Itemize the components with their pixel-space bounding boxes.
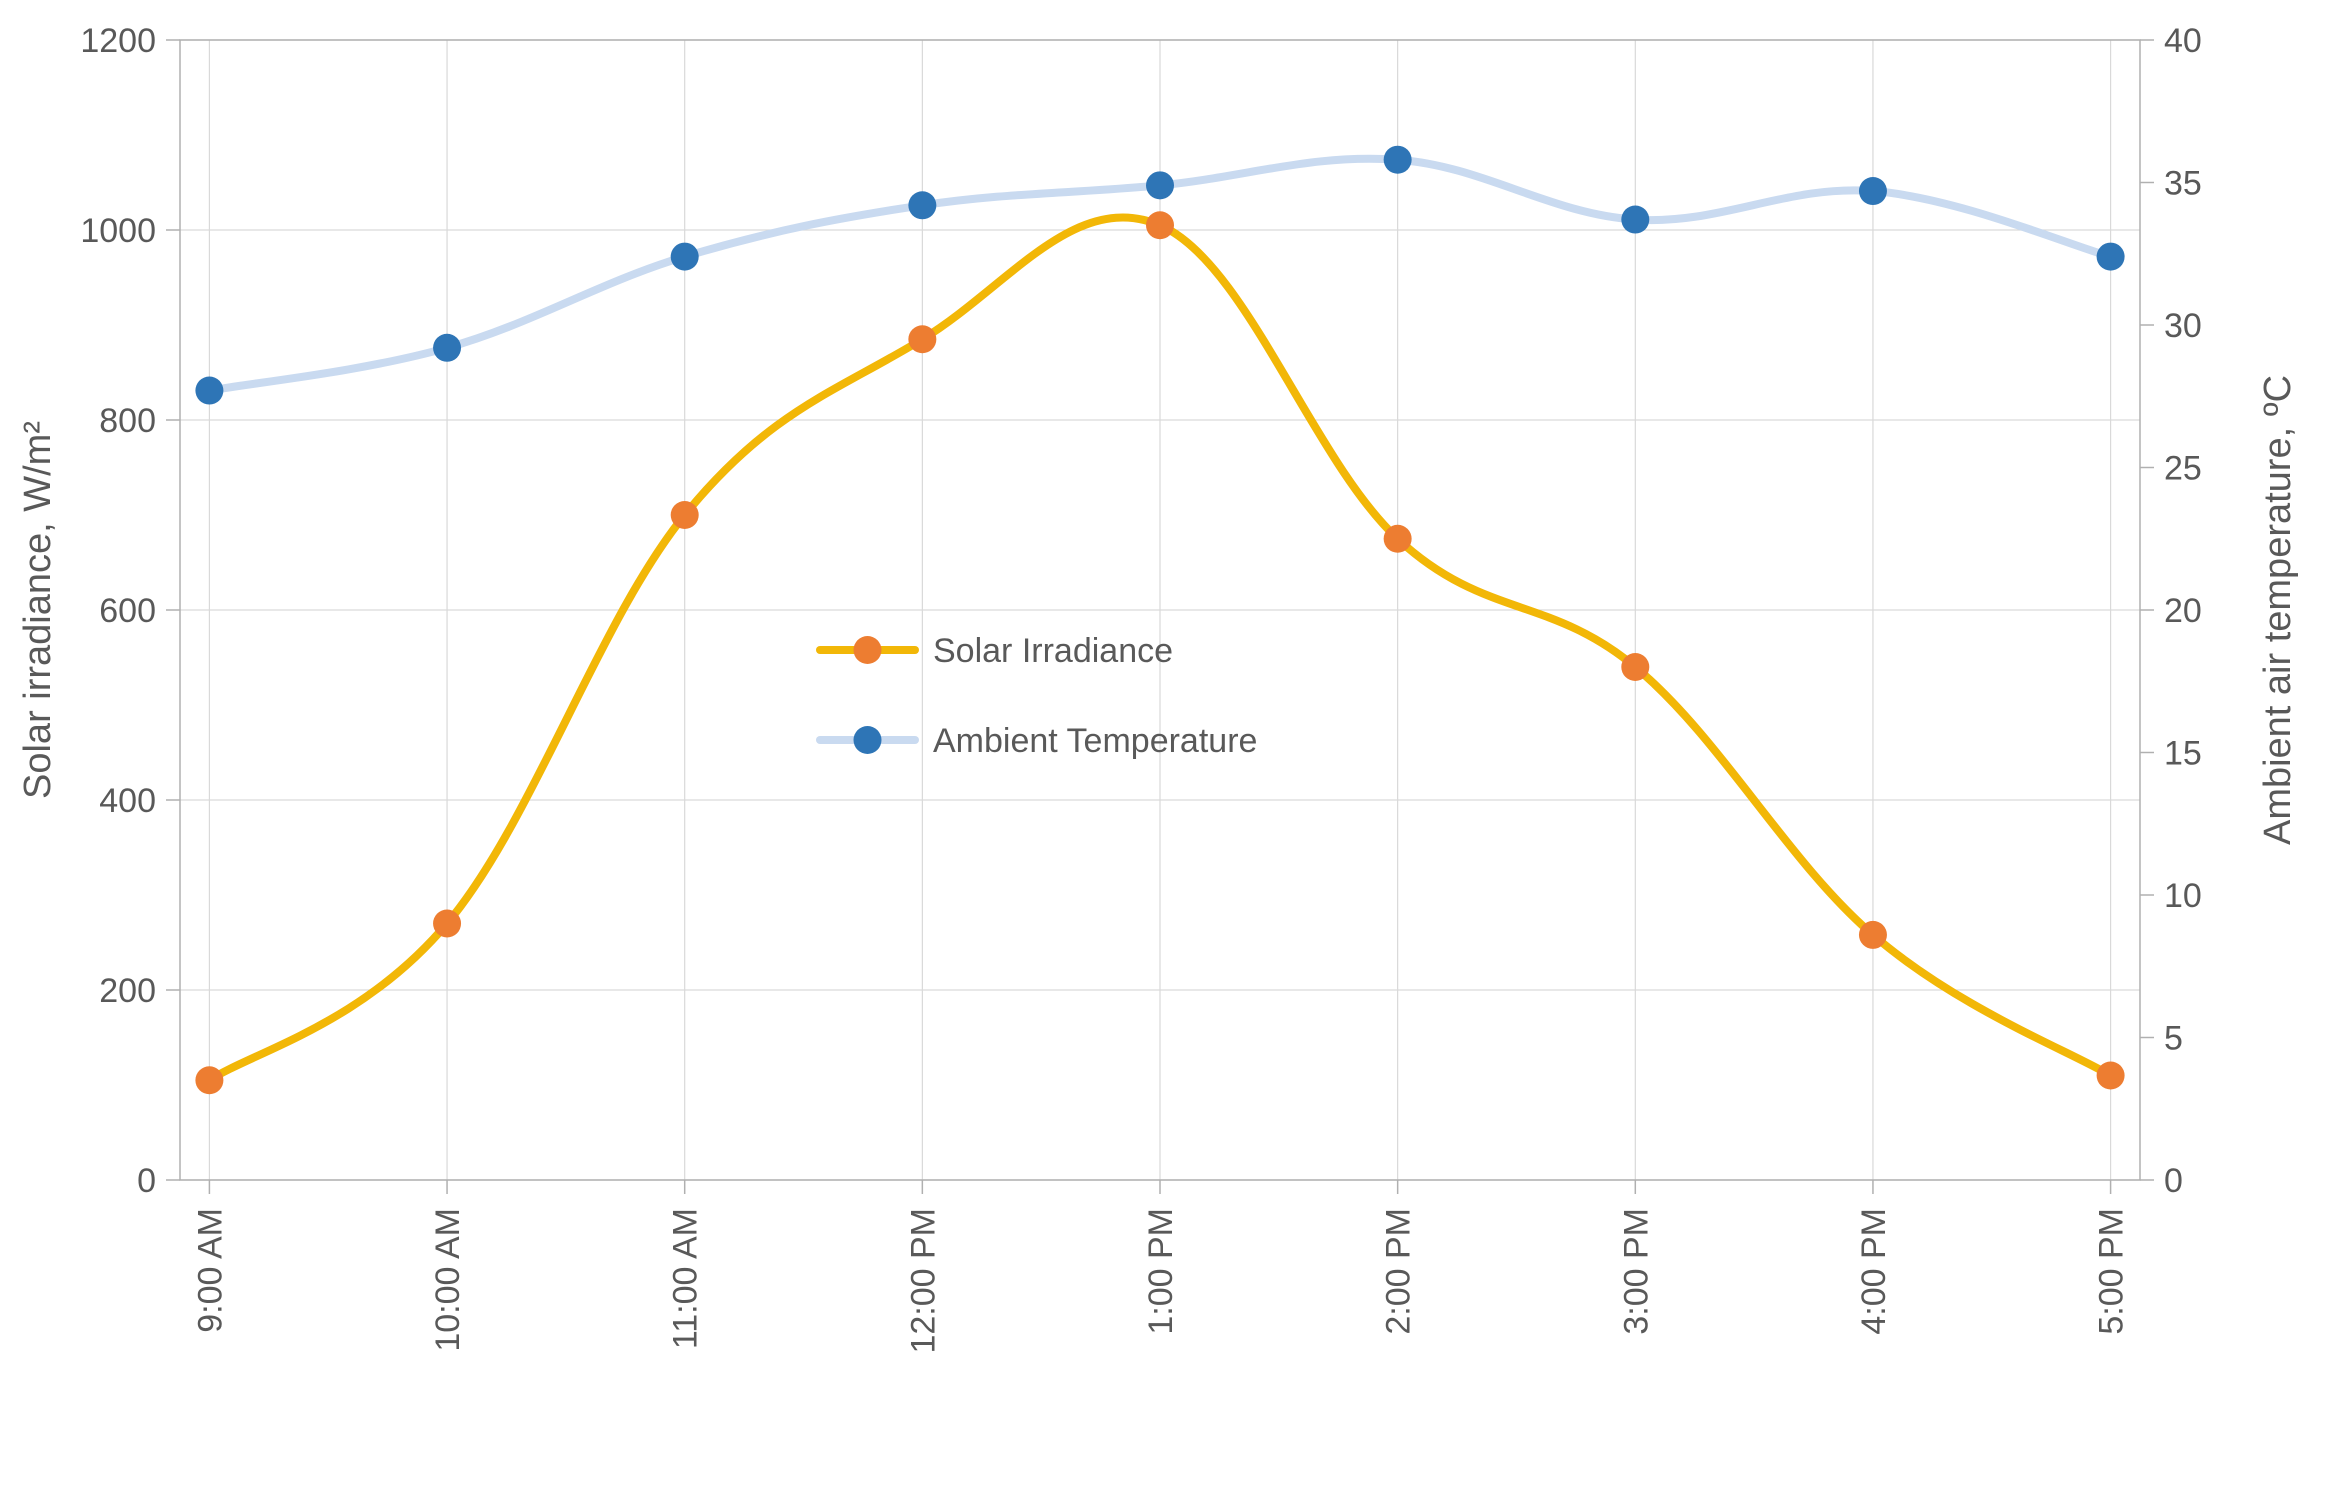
y2-tick-label: 40 — [2164, 22, 2202, 60]
series-marker-1 — [433, 334, 461, 362]
x-tick-label: 2:00 PM — [1380, 1208, 1418, 1335]
y1-tick-label: 1000 — [80, 212, 156, 250]
series-marker-1 — [908, 191, 936, 219]
series-marker-1 — [1384, 146, 1412, 174]
series-marker-0 — [671, 501, 699, 529]
dual-axis-line-chart: 020040060080010001200Solar irradiance, W… — [0, 0, 2345, 1505]
y1-axis-label: Solar irradiance, W/m² — [17, 421, 59, 799]
series-marker-0 — [195, 1066, 223, 1094]
x-tick-label: 10:00 AM — [429, 1208, 467, 1352]
legend-swatch-marker — [854, 636, 882, 664]
x-tick-label: 1:00 PM — [1142, 1208, 1180, 1335]
series-marker-1 — [671, 243, 699, 271]
series-marker-0 — [1859, 921, 1887, 949]
y1-tick-label: 200 — [99, 972, 156, 1010]
series-marker-0 — [1146, 211, 1174, 239]
x-tick-label: 11:00 AM — [667, 1208, 705, 1349]
x-tick-label: 3:00 PM — [1617, 1208, 1655, 1335]
legend-label: Solar Irradiance — [933, 632, 1173, 670]
series-marker-1 — [1146, 171, 1174, 199]
y2-tick-label: 10 — [2164, 877, 2202, 915]
series-marker-0 — [908, 325, 936, 353]
x-tick-label: 9:00 AM — [191, 1208, 229, 1333]
x-tick-label: 12:00 PM — [904, 1208, 942, 1354]
y2-tick-label: 30 — [2164, 307, 2202, 345]
y1-tick-label: 800 — [99, 402, 156, 440]
y2-tick-label: 15 — [2164, 735, 2202, 773]
series-marker-1 — [1859, 177, 1887, 205]
x-tick-label: 5:00 PM — [2093, 1208, 2131, 1335]
y2-tick-label: 20 — [2164, 592, 2202, 630]
y2-tick-label: 0 — [2164, 1162, 2183, 1200]
series-marker-1 — [195, 377, 223, 405]
series-marker-0 — [1384, 525, 1412, 553]
y2-tick-label: 25 — [2164, 450, 2202, 488]
y2-tick-label: 5 — [2164, 1020, 2183, 1058]
series-marker-0 — [2097, 1062, 2125, 1090]
series-marker-0 — [1621, 653, 1649, 681]
y1-tick-label: 400 — [99, 782, 156, 820]
series-marker-0 — [433, 910, 461, 938]
x-tick-label: 4:00 PM — [1855, 1208, 1893, 1335]
y2-axis-label: Ambient air temperature, ºC — [2257, 375, 2299, 845]
y1-tick-label: 0 — [137, 1162, 156, 1200]
series-marker-1 — [2097, 243, 2125, 271]
y2-tick-label: 35 — [2164, 165, 2202, 203]
y1-tick-label: 600 — [99, 592, 156, 630]
y1-tick-label: 1200 — [80, 22, 156, 60]
series-marker-1 — [1621, 206, 1649, 234]
legend-label: Ambient Temperature — [933, 722, 1257, 760]
legend-swatch-marker — [854, 726, 882, 754]
